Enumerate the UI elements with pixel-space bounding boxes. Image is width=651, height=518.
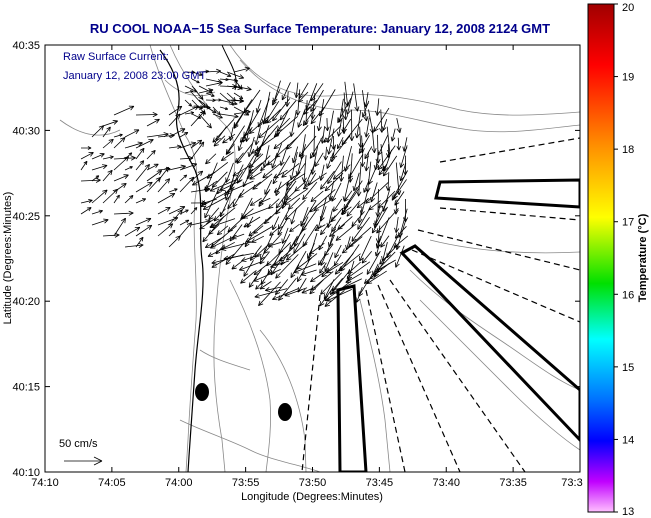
colorbar-label: Temperature (°C): [637, 213, 649, 302]
y-tick-label: 40:20: [12, 296, 40, 308]
chart-title: RU COOL NOAA−15 Sea Surface Temperature:…: [90, 21, 550, 36]
current-vectors: [80, 66, 409, 307]
x-tick-label: 73:40: [432, 477, 460, 489]
annotation-line-1: Raw Surface Current:: [63, 51, 169, 63]
station-marker-2: [278, 403, 292, 421]
colorbar: 20 19 18 17 16 15 14 13 Temperature (°C): [587, 2, 649, 518]
x-tick-label: 73:3: [561, 477, 582, 489]
x-tick-label: 74:05: [98, 477, 126, 489]
y-axis-ticks: 40:35 40:30 40:25 40:20 40:15 40:10: [12, 40, 580, 479]
coastline: [159, 49, 204, 472]
scale-label: 50 cm/s: [59, 438, 98, 450]
study-area-outlines: [336, 178, 580, 472]
colorbar-tick-label: 17: [622, 217, 634, 229]
annotation-line-2: January 12, 2008 23:00 GMT: [63, 70, 206, 82]
x-axis-label: Longitude (Degrees:Minutes): [241, 491, 383, 503]
x-tick-label: 74:10: [31, 477, 59, 489]
x-axis-ticks: 74:10 74:05 74:00 73:55 73:50 73:45 73:40 73:35…: [31, 45, 583, 489]
colorbar-tick-label: 16: [622, 289, 634, 301]
y-tick-label: 40:10: [12, 467, 40, 479]
colorbar-tick-label: 14: [622, 434, 634, 446]
colorbar-tick-label: 19: [622, 72, 634, 84]
scale-arrow: [64, 456, 103, 466]
x-tick-label: 73:50: [299, 477, 327, 489]
y-axis-label: Latitude (Degrees:Minutes): [2, 192, 14, 325]
map-area: Raw Surface Current: January 12, 2008 23…: [45, 45, 580, 472]
colorbar-tick-label: 15: [622, 362, 634, 374]
colorbar-tick-label: 20: [622, 2, 634, 14]
x-tick-label: 74:00: [165, 477, 193, 489]
x-tick-label: 73:45: [366, 477, 394, 489]
bathymetry-contours: [59, 45, 580, 472]
x-tick-label: 73:35: [499, 477, 527, 489]
y-tick-label: 40:25: [12, 211, 40, 223]
y-tick-label: 40:15: [12, 382, 40, 394]
colorbar-tick-label: 13: [622, 506, 634, 518]
y-tick-label: 40:35: [12, 40, 40, 52]
station-marker-1: [195, 383, 209, 401]
x-tick-label: 73:55: [232, 477, 260, 489]
colorbar-tick-label: 18: [622, 144, 634, 156]
y-tick-label: 40:30: [12, 125, 40, 137]
radial-dashed-lines: [301, 137, 580, 472]
